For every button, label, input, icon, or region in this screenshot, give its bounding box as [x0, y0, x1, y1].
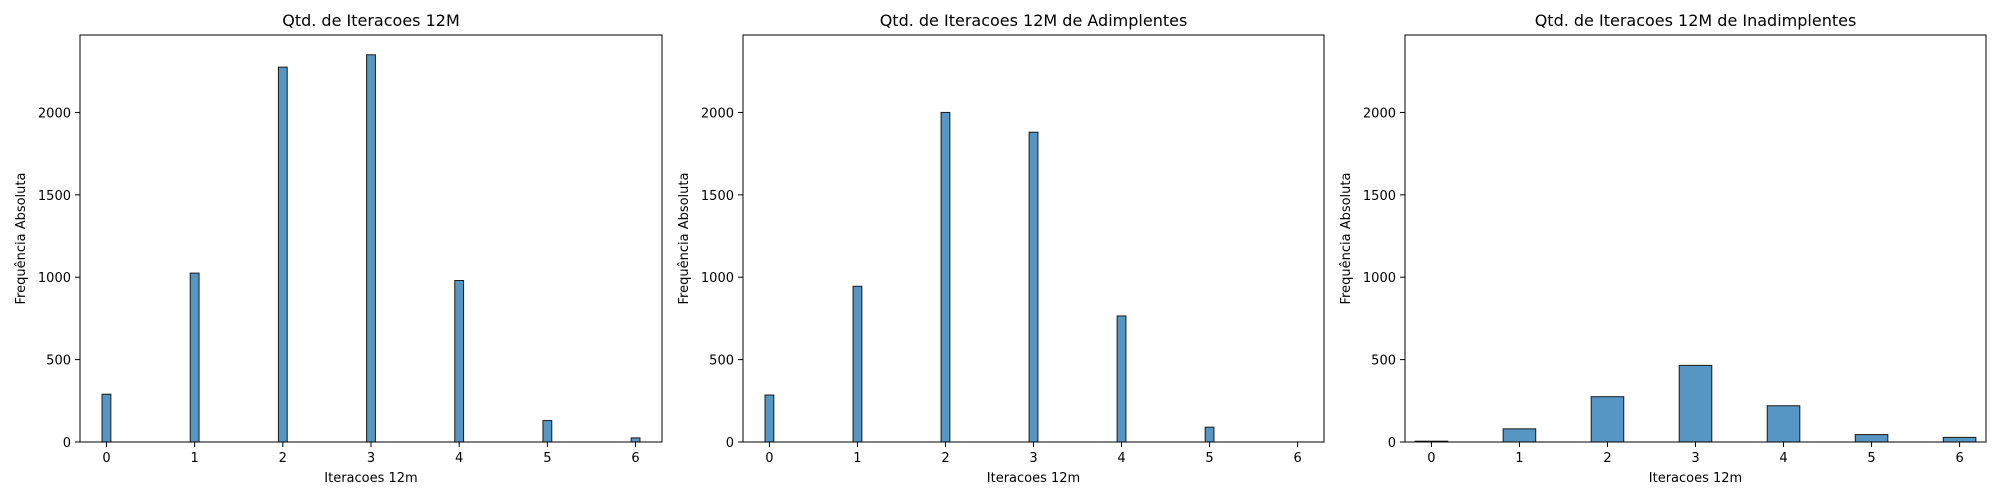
y-tick-label: 0 — [63, 436, 71, 451]
chart-panel-inadimplentes: Qtd. de Iteracoes 12M de Inadimplentes F… — [1339, 11, 1986, 486]
x-ticks-group: 0 1 2 3 4 5 6 — [102, 442, 639, 466]
x-tick-label: 1 — [190, 451, 198, 466]
x-tick-label: 5 — [1205, 451, 1213, 466]
bar-4 — [1767, 406, 1800, 442]
bar-6 — [1943, 437, 1976, 442]
y-tick-label: 1000 — [38, 271, 71, 286]
y-tick-label: 0 — [1388, 436, 1396, 451]
chart-title: Qtd. de Iteracoes 12M de Adimplentes — [880, 11, 1188, 30]
x-tick-label: 0 — [1427, 451, 1435, 466]
bar-2 — [278, 67, 287, 442]
y-tick-label: 500 — [1371, 354, 1396, 369]
x-tick-label: 1 — [1515, 451, 1523, 466]
chart-panel-adimplentes: Qtd. de Iteracoes 12M de Adimplentes Fre… — [677, 11, 1324, 486]
bar-2 — [941, 112, 950, 442]
y-tick-label: 2000 — [1363, 106, 1396, 121]
y-tick-label: 1500 — [701, 189, 734, 204]
bars-group — [102, 55, 640, 442]
x-tick-label: 6 — [1955, 451, 1963, 466]
x-tick-label: 5 — [543, 451, 551, 466]
bar-5 — [543, 421, 552, 442]
bar-5 — [1205, 427, 1214, 442]
x-tick-label: 2 — [941, 451, 949, 466]
y-axis-label: Frequência Absoluta — [14, 173, 29, 305]
x-ticks-group: 0 1 2 3 4 5 6 — [765, 442, 1301, 466]
y-ticks-group: 0 500 1000 1500 2000 — [38, 106, 80, 451]
x-axis-label: Iteracoes 12m — [987, 471, 1080, 486]
x-tick-label: 0 — [102, 451, 110, 466]
bars-group — [1415, 365, 1976, 442]
y-tick-label: 500 — [709, 354, 734, 369]
y-tick-label: 0 — [726, 436, 734, 451]
x-tick-label: 4 — [455, 451, 463, 466]
x-ticks-group: 0 1 2 3 4 5 6 — [1427, 442, 1963, 466]
x-axis-label: Iteracoes 12m — [1649, 471, 1742, 486]
x-tick-label: 5 — [1867, 451, 1875, 466]
y-tick-label: 1000 — [1363, 271, 1396, 286]
bar-3 — [367, 55, 376, 442]
x-axis-label: Iteracoes 12m — [324, 471, 417, 486]
y-axis-label: Frequência Absoluta — [677, 173, 692, 305]
x-tick-label: 2 — [1603, 451, 1611, 466]
bar-1 — [1503, 429, 1536, 442]
bar-6 — [631, 438, 640, 442]
bar-4 — [455, 281, 464, 442]
x-tick-label: 0 — [765, 451, 773, 466]
y-tick-label: 1500 — [1363, 189, 1396, 204]
x-tick-label: 2 — [279, 451, 287, 466]
bar-1 — [190, 273, 199, 442]
bar-2 — [1591, 397, 1624, 442]
x-tick-label: 6 — [631, 451, 639, 466]
y-tick-label: 2000 — [38, 106, 71, 121]
chart-title: Qtd. de Iteracoes 12M de Inadimplentes — [1535, 11, 1857, 30]
bars-group — [765, 112, 1214, 442]
y-axis-label: Frequência Absoluta — [1339, 173, 1354, 305]
bar-4 — [1117, 316, 1126, 442]
bar-0 — [765, 395, 774, 442]
bar-3 — [1029, 132, 1038, 442]
x-tick-label: 6 — [1293, 451, 1301, 466]
bar-5 — [1855, 435, 1888, 442]
x-tick-label: 4 — [1117, 451, 1125, 466]
x-tick-label: 1 — [853, 451, 861, 466]
bar-0 — [102, 394, 111, 442]
y-tick-label: 1000 — [701, 271, 734, 286]
x-tick-label: 3 — [367, 451, 375, 466]
y-tick-label: 1500 — [38, 189, 71, 204]
bar-3 — [1679, 365, 1712, 442]
x-tick-label: 4 — [1779, 451, 1787, 466]
x-tick-label: 3 — [1691, 451, 1699, 466]
x-tick-label: 3 — [1029, 451, 1037, 466]
bar-1 — [853, 286, 862, 442]
chart-panel-iteracoes: Qtd. de Iteracoes 12M Frequência Absolut… — [14, 11, 662, 486]
y-tick-label: 500 — [46, 354, 71, 369]
y-tick-label: 2000 — [701, 106, 734, 121]
chart-title: Qtd. de Iteracoes 12M — [282, 11, 460, 30]
y-ticks-group: 0 500 1000 1500 2000 — [701, 106, 743, 451]
y-ticks-group: 0 500 1000 1500 2000 — [1363, 106, 1405, 451]
